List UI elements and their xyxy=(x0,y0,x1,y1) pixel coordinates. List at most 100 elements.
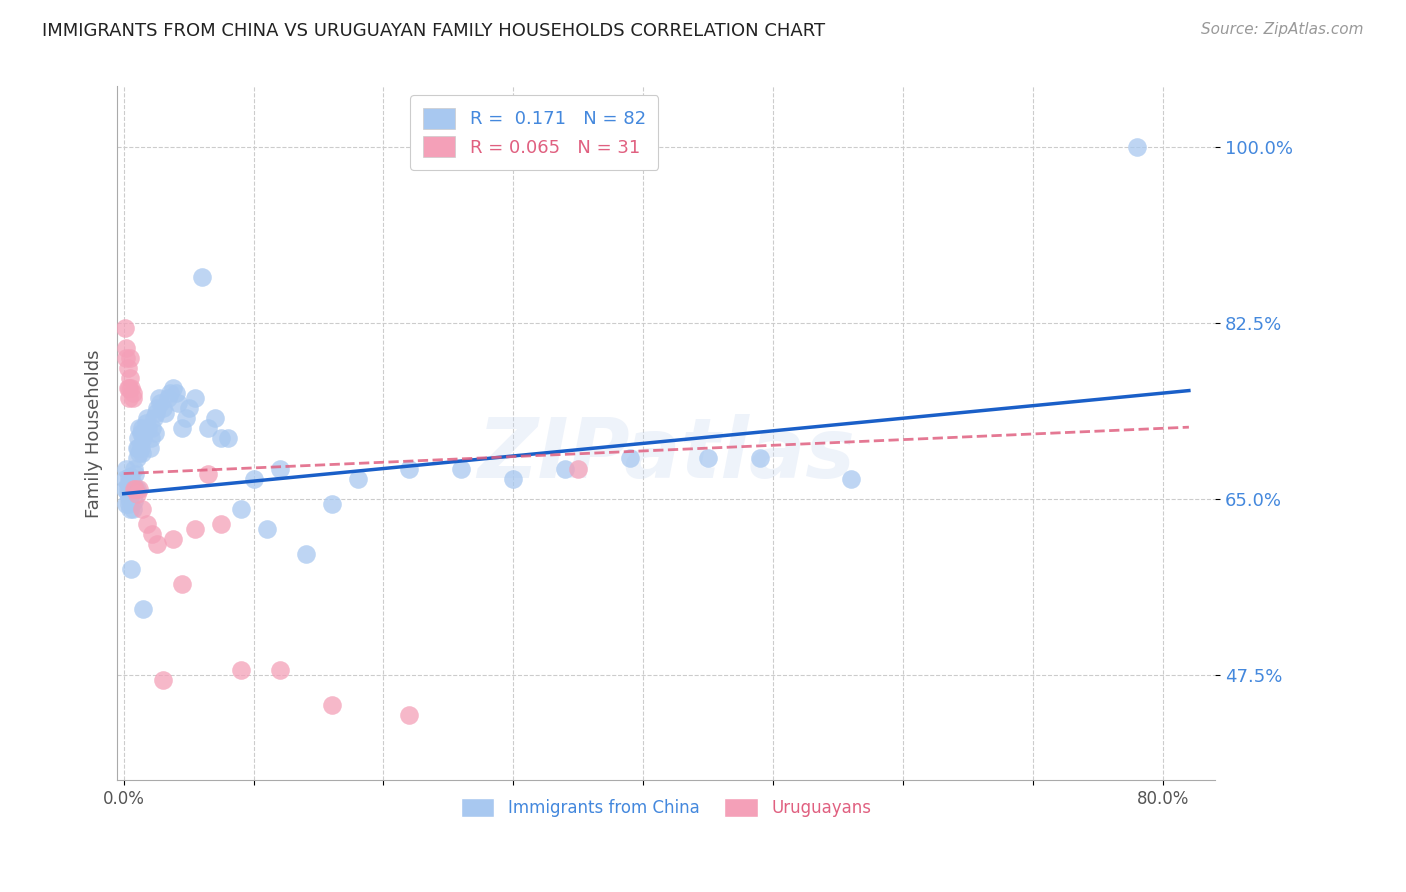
Point xyxy=(121,501,143,516)
Point xyxy=(117,482,139,496)
Point xyxy=(128,421,150,435)
Point xyxy=(149,396,172,410)
Point xyxy=(321,698,343,712)
Point xyxy=(118,469,141,483)
Point xyxy=(120,501,142,516)
Point xyxy=(269,663,291,677)
Point xyxy=(122,493,145,508)
Point xyxy=(839,472,862,486)
Point xyxy=(197,421,219,435)
Point xyxy=(294,547,316,561)
Point xyxy=(136,516,159,531)
Point xyxy=(121,386,143,401)
Point xyxy=(121,482,143,496)
Point xyxy=(131,421,153,435)
Point xyxy=(132,431,155,445)
Point xyxy=(1126,139,1149,153)
Point xyxy=(124,482,146,496)
Point xyxy=(118,497,141,511)
Point xyxy=(749,451,772,466)
Point xyxy=(124,467,146,481)
Point xyxy=(177,401,200,416)
Point xyxy=(128,482,150,496)
Point xyxy=(567,461,589,475)
Text: ZIPatlas: ZIPatlas xyxy=(477,414,855,495)
Point xyxy=(209,516,232,531)
Point xyxy=(114,472,136,486)
Point xyxy=(134,426,156,441)
Point xyxy=(127,431,149,445)
Point xyxy=(121,391,143,405)
Point xyxy=(131,501,153,516)
Point xyxy=(122,461,145,475)
Point xyxy=(229,501,252,516)
Point xyxy=(269,461,291,475)
Point xyxy=(143,426,166,441)
Point xyxy=(209,431,232,445)
Point xyxy=(117,361,139,376)
Point xyxy=(256,522,278,536)
Point xyxy=(321,497,343,511)
Point xyxy=(152,673,174,687)
Point xyxy=(120,482,142,496)
Point xyxy=(229,663,252,677)
Point xyxy=(697,451,720,466)
Point xyxy=(138,421,160,435)
Point xyxy=(118,491,141,506)
Point xyxy=(152,401,174,416)
Point xyxy=(124,482,146,496)
Point xyxy=(172,421,194,435)
Point xyxy=(184,522,207,536)
Point xyxy=(138,442,160,456)
Point xyxy=(114,320,136,334)
Point xyxy=(146,537,169,551)
Text: Source: ZipAtlas.com: Source: ZipAtlas.com xyxy=(1201,22,1364,37)
Point xyxy=(120,474,142,488)
Point xyxy=(125,442,148,456)
Point xyxy=(145,406,167,420)
Point xyxy=(131,446,153,460)
Point xyxy=(128,446,150,460)
Point xyxy=(125,482,148,496)
Point xyxy=(129,426,152,441)
Point xyxy=(167,396,190,410)
Point xyxy=(122,482,145,496)
Point xyxy=(450,461,472,475)
Point xyxy=(146,401,169,416)
Point xyxy=(159,386,181,401)
Point xyxy=(114,482,136,496)
Point xyxy=(162,381,184,395)
Point xyxy=(125,451,148,466)
Point xyxy=(141,527,163,541)
Point xyxy=(122,482,145,496)
Point xyxy=(155,406,177,420)
Point xyxy=(162,532,184,546)
Point xyxy=(121,469,143,483)
Point xyxy=(136,411,159,425)
Point xyxy=(121,381,143,395)
Point xyxy=(554,461,576,475)
Point xyxy=(120,351,142,365)
Point xyxy=(156,391,179,405)
Point xyxy=(141,421,163,435)
Point xyxy=(148,391,170,405)
Point xyxy=(121,486,143,500)
Point xyxy=(619,451,641,466)
Point xyxy=(127,442,149,456)
Point xyxy=(165,386,187,401)
Legend: Immigrants from China, Uruguayans: Immigrants from China, Uruguayans xyxy=(454,791,877,824)
Point xyxy=(242,472,264,486)
Point xyxy=(174,411,197,425)
Point xyxy=(117,381,139,395)
Point xyxy=(115,351,138,365)
Point xyxy=(139,431,162,445)
Point xyxy=(398,707,420,722)
Y-axis label: Family Households: Family Households xyxy=(86,349,103,517)
Point xyxy=(117,476,139,491)
Point xyxy=(118,381,141,395)
Point xyxy=(129,442,152,456)
Point xyxy=(172,577,194,591)
Point xyxy=(132,602,155,616)
Point xyxy=(135,417,157,431)
Point xyxy=(190,270,212,285)
